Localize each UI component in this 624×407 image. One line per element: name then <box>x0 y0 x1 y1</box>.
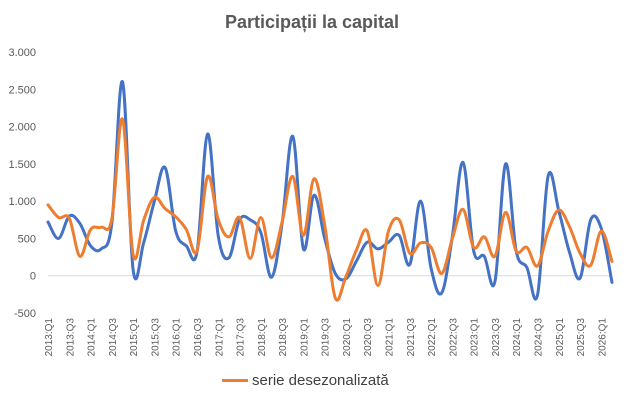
series-line-orange <box>46 117 614 302</box>
x-tick-label: 2018:Q3 <box>278 318 289 357</box>
x-tick-label: 2014:Q3 <box>108 318 119 357</box>
x-tick-label: 2015:Q3 <box>150 318 161 357</box>
y-tick-label: 2.000 <box>8 122 36 134</box>
x-tick-label: 2013:Q3 <box>65 318 76 357</box>
x-tick-label: 2025:Q1 <box>555 318 566 357</box>
x-tick-label: 2024:Q1 <box>512 318 523 357</box>
y-tick-label: 1.000 <box>8 196 36 208</box>
x-tick-label: 2024:Q3 <box>534 318 545 357</box>
x-tick-label: 2020:Q3 <box>363 318 374 357</box>
x-tick-label: 2019:Q3 <box>321 318 332 357</box>
chart-title: Participații la capital <box>224 12 400 32</box>
legend: serie desezonalizată <box>222 372 389 389</box>
x-tick-label: 2014:Q1 <box>87 318 98 357</box>
x-tick-label: 2016:Q1 <box>172 318 183 357</box>
x-tick-label: 2022:Q1 <box>427 318 438 357</box>
y-tick-label: 1.500 <box>8 159 36 171</box>
x-tick-label: 2023:Q3 <box>491 318 502 357</box>
legend-swatch-orange <box>222 379 248 382</box>
x-tick-label: 2025:Q3 <box>576 318 587 357</box>
x-tick-label: 2023:Q1 <box>470 318 481 357</box>
y-tick-label: 0 <box>30 271 36 283</box>
x-tick-label: 2026:Q1 <box>597 318 608 357</box>
series-layer <box>46 80 614 302</box>
y-tick-label: -500 <box>14 308 36 320</box>
x-tick-label: 2022:Q3 <box>448 318 459 357</box>
legend-label: serie desezonalizată <box>252 372 389 389</box>
x-tick-label: 2021:Q3 <box>406 318 417 357</box>
x-tick-label: 2021:Q1 <box>385 318 396 357</box>
x-tick-label: 2020:Q1 <box>342 318 353 357</box>
y-tick-label: 2.500 <box>8 84 36 96</box>
y-tick-label: 500 <box>18 233 36 245</box>
x-tick-label: 2016:Q3 <box>193 318 204 357</box>
axis-layer: -500 0 500 1.000 1.500 2.000 2.500 3.000 2013:Q1… <box>8 47 612 356</box>
x-tick-label: 2017:Q1 <box>214 318 225 357</box>
x-tick-label: 2018:Q1 <box>257 318 268 357</box>
x-tick-label: 2015:Q1 <box>129 318 140 357</box>
y-tick-label: 3.000 <box>8 47 36 59</box>
x-tick-label: 2019:Q1 <box>299 318 310 357</box>
x-tick-label: 2017:Q3 <box>236 318 247 357</box>
x-tick-label: 2013:Q1 <box>44 318 55 357</box>
